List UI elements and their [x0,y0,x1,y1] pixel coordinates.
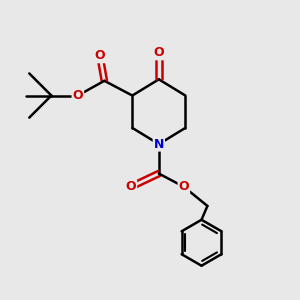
Text: N: N [154,138,164,151]
Text: O: O [73,89,83,102]
Text: O: O [178,180,189,193]
Text: O: O [125,180,136,193]
Text: O: O [154,46,164,59]
Text: O: O [94,49,105,62]
